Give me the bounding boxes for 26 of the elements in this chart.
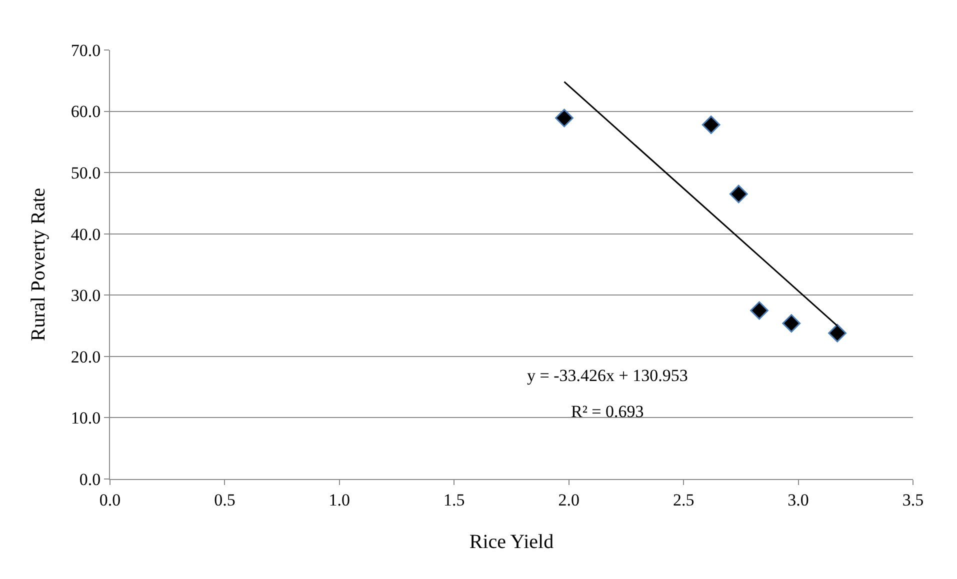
point <box>750 301 768 320</box>
x-tick-label: 3.5 <box>902 490 924 510</box>
annotation: y = -33.426x + 130.953 <box>527 366 688 385</box>
x-tick-label: 1.0 <box>328 490 350 510</box>
y-tick-label: 60.0 <box>70 102 101 122</box>
y-tick-label: 30.0 <box>70 286 101 306</box>
point <box>782 314 801 333</box>
x-tick-label: 3.0 <box>788 490 809 510</box>
y-axis-title: Rural Poverty Rate <box>27 188 50 342</box>
y-tick-label: 0.0 <box>79 470 101 489</box>
point <box>555 108 574 128</box>
y-tick-label: 70.0 <box>70 40 101 60</box>
x-tick-label: 0.0 <box>99 490 121 510</box>
y-tick-label: 50.0 <box>70 164 101 183</box>
x-tick-label: 1.5 <box>444 490 465 510</box>
x-tick-label: 2.5 <box>672 490 694 510</box>
y-tick-label: 40.0 <box>70 224 101 244</box>
y-tick-label: 20.0 <box>70 347 101 366</box>
point <box>702 116 720 134</box>
x-axis-title: Rice Yield <box>469 530 554 553</box>
point <box>729 184 748 204</box>
point <box>828 324 846 342</box>
y-tick-label: 10.0 <box>70 408 101 428</box>
x-tick-label: 2.0 <box>558 490 580 510</box>
annotation: R² = 0.693 <box>571 402 644 421</box>
x-tick-label: 0.5 <box>214 490 236 510</box>
